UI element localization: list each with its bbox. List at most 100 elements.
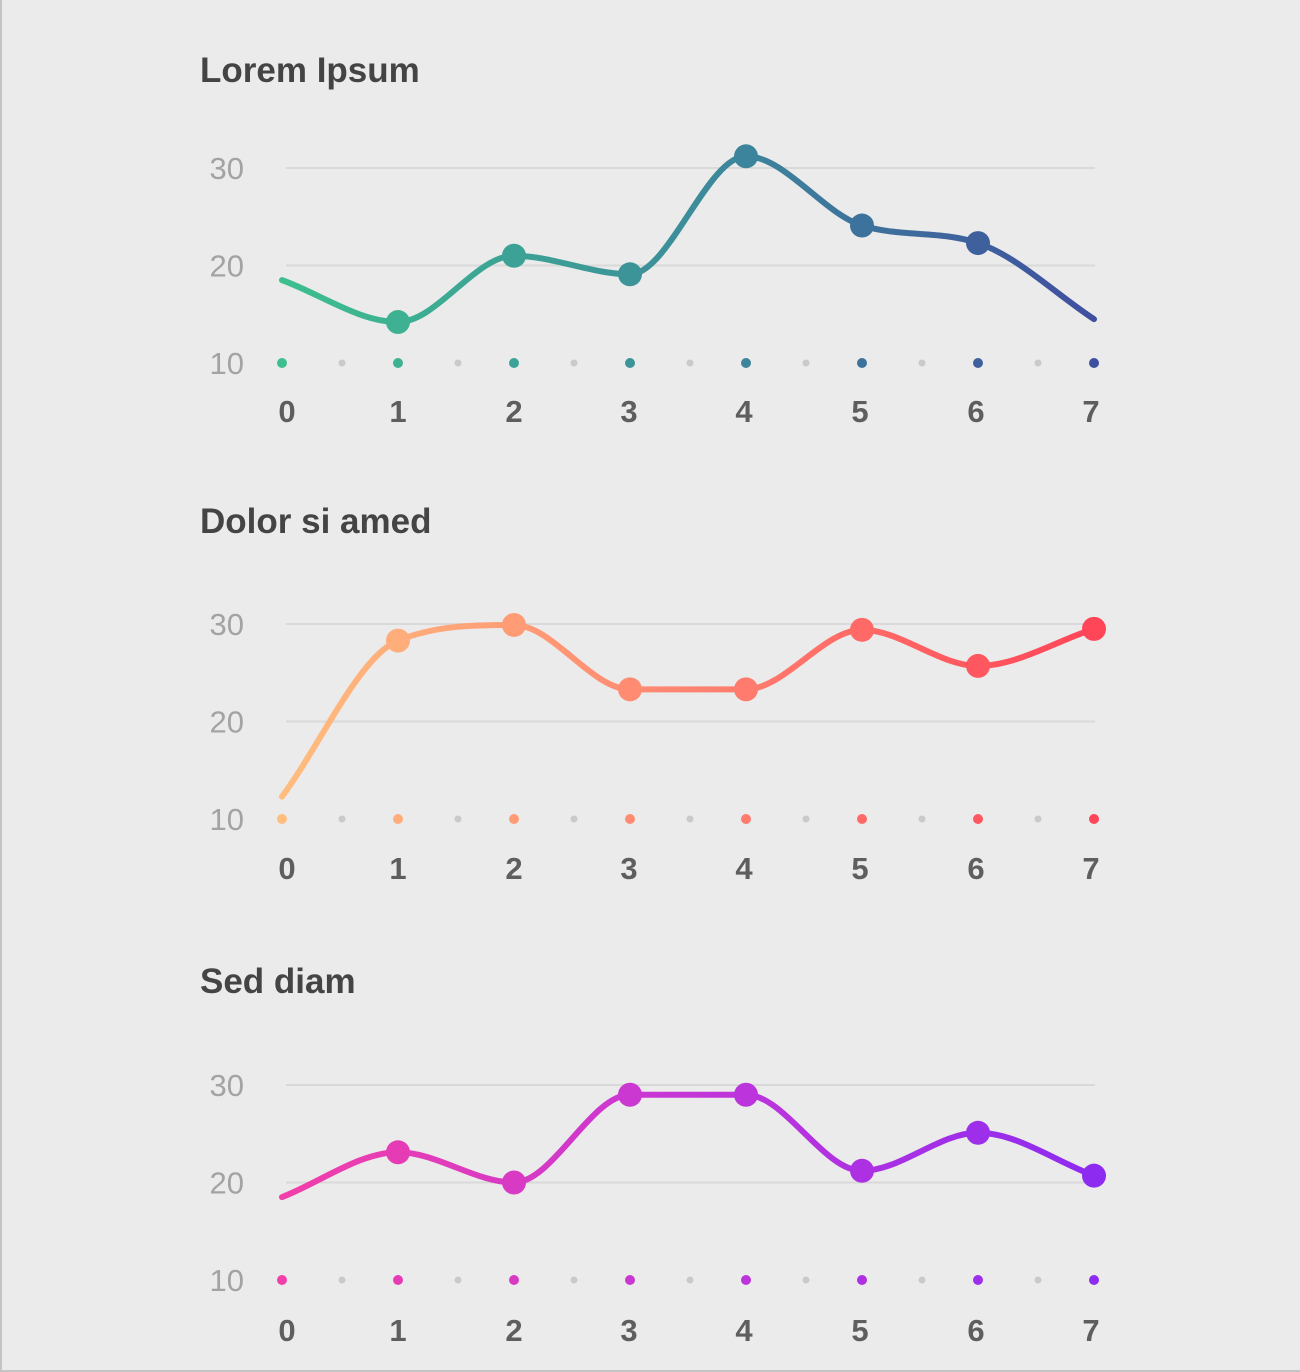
x-tick-label: 7 — [1082, 1313, 1099, 1348]
x-tick-label: 6 — [967, 1313, 984, 1348]
data-point[interactable] — [1082, 616, 1106, 641]
baseline-dot — [973, 1275, 983, 1285]
x-tick-label: 0 — [278, 394, 295, 429]
baseline-small-dot — [570, 815, 578, 823]
y-tick-label: 20 — [210, 1166, 244, 1201]
baseline-dot — [277, 358, 287, 368]
baseline-small-dot — [918, 815, 926, 823]
baseline-small-dot — [570, 1276, 578, 1284]
x-tick-label: 1 — [389, 1313, 406, 1348]
data-point[interactable] — [1082, 1163, 1106, 1188]
baseline-dot — [741, 358, 751, 368]
x-tick-label: 3 — [620, 851, 637, 886]
baseline-dot — [625, 1275, 635, 1285]
data-point[interactable] — [850, 617, 874, 642]
x-tick-label: 6 — [967, 394, 984, 429]
baseline-dot — [509, 1275, 519, 1285]
baseline-small-dot — [686, 1276, 694, 1284]
baseline-small-dot — [338, 815, 346, 823]
baseline-dot — [857, 1275, 867, 1285]
baseline-small-dot — [1034, 359, 1042, 367]
baseline-dot — [509, 358, 519, 368]
x-tick-label: 0 — [278, 851, 295, 886]
baseline-dot — [393, 814, 403, 824]
baseline-small-dot — [918, 1276, 926, 1284]
data-point[interactable] — [850, 213, 874, 238]
baseline-dot — [857, 358, 867, 368]
data-point[interactable] — [502, 243, 526, 268]
baseline-dot — [973, 814, 983, 824]
data-point[interactable] — [502, 1170, 526, 1195]
baseline-small-dot — [570, 359, 578, 367]
data-point[interactable] — [386, 1140, 410, 1165]
data-point[interactable] — [618, 677, 642, 702]
data-point[interactable] — [966, 653, 990, 678]
baseline-dot — [277, 814, 287, 824]
data-point[interactable] — [386, 628, 410, 653]
data-point[interactable] — [850, 1158, 874, 1183]
x-tick-label: 5 — [851, 1313, 868, 1348]
data-point[interactable] — [966, 231, 990, 256]
y-tick-label: 20 — [210, 249, 244, 284]
x-tick-label: 3 — [620, 1313, 637, 1348]
x-tick-label: 2 — [505, 394, 522, 429]
baseline-dot — [509, 814, 519, 824]
baseline-small-dot — [1034, 1276, 1042, 1284]
chart-title: Sed diam — [200, 962, 356, 1001]
x-tick-label: 1 — [389, 394, 406, 429]
x-tick-label: 4 — [735, 1313, 753, 1348]
x-tick-label: 2 — [505, 851, 522, 886]
baseline-dot — [393, 358, 403, 368]
data-point[interactable] — [386, 310, 410, 335]
data-point[interactable] — [618, 1082, 642, 1107]
x-tick-label: 6 — [967, 851, 984, 886]
baseline-dot — [1089, 814, 1099, 824]
data-point[interactable] — [734, 677, 758, 702]
chart-1: Lorem Ipsum 10 20 30 0 1 2 3 4 5 6 7 — [200, 51, 1100, 429]
baseline-dot — [625, 358, 635, 368]
data-point[interactable] — [618, 262, 642, 287]
chart-title: Dolor si amed — [200, 502, 431, 541]
x-tick-label: 5 — [851, 851, 868, 886]
baseline-dot — [393, 1275, 403, 1285]
data-point[interactable] — [734, 1082, 758, 1107]
baseline-small-dot — [802, 815, 810, 823]
x-tick-label: 3 — [620, 394, 637, 429]
baseline-small-dot — [802, 1276, 810, 1284]
baseline-small-dot — [686, 815, 694, 823]
baseline-small-dot — [454, 1276, 462, 1284]
x-tick-label: 2 — [505, 1313, 522, 1348]
baseline-dot — [741, 1275, 751, 1285]
baseline-dot — [277, 1275, 287, 1285]
x-tick-label: 0 — [278, 1313, 295, 1348]
baseline-small-dot — [338, 1276, 346, 1284]
x-tick-label: 4 — [735, 394, 753, 429]
y-tick-label: 30 — [210, 1068, 244, 1103]
data-point[interactable] — [502, 612, 526, 637]
baseline-small-dot — [338, 359, 346, 367]
baseline-small-dot — [1034, 815, 1042, 823]
x-tick-label: 1 — [389, 851, 406, 886]
y-tick-label: 30 — [210, 151, 244, 186]
y-tick-label: 30 — [210, 607, 244, 642]
baseline-small-dot — [454, 359, 462, 367]
chart-2: Dolor si amed 10 20 30 0 1 2 3 4 5 6 7 — [200, 502, 1106, 886]
x-tick-label: 7 — [1082, 851, 1099, 886]
baseline-small-dot — [918, 359, 926, 367]
data-point[interactable] — [734, 144, 758, 169]
chart-title: Lorem Ipsum — [200, 51, 420, 90]
series-line — [279, 153, 1097, 326]
data-point[interactable] — [966, 1120, 990, 1145]
y-tick-label: 10 — [210, 1263, 244, 1298]
x-tick-label: 7 — [1082, 394, 1099, 429]
baseline-dot — [973, 358, 983, 368]
baseline-small-dot — [454, 815, 462, 823]
baseline-dot — [741, 814, 751, 824]
baseline-dot — [1089, 358, 1099, 368]
baseline-dot — [625, 814, 635, 824]
y-tick-label: 10 — [210, 802, 244, 837]
x-tick-label: 5 — [851, 394, 868, 429]
chart-3: Sed diam 10 20 30 0 1 2 3 4 5 6 7 — [200, 962, 1106, 1348]
